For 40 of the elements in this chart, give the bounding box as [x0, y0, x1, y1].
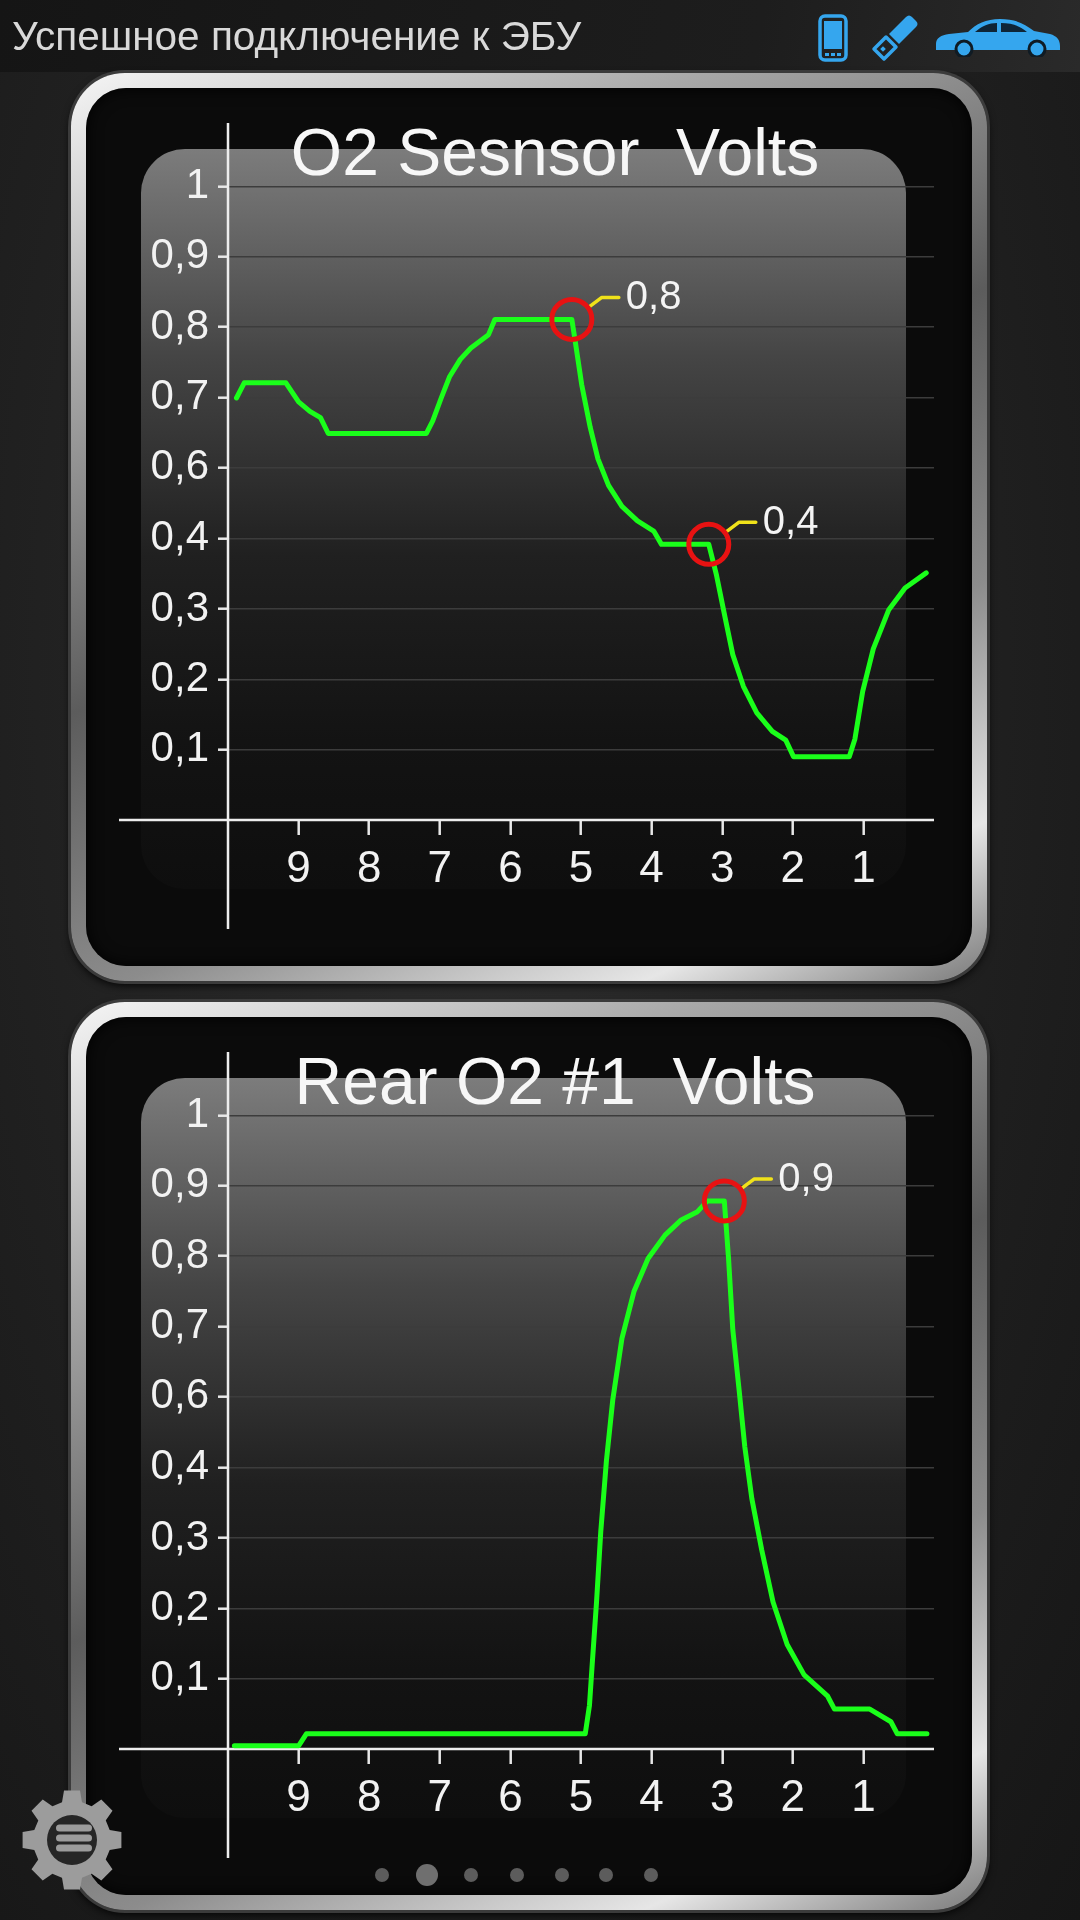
x-tick-label: 9 — [286, 1770, 311, 1820]
y-tick-label: 0,2 — [150, 1581, 209, 1629]
x-tick-label: 9 — [286, 841, 311, 891]
y-tick-label: 0,1 — [150, 723, 209, 771]
y-tick-label: 0,9 — [150, 230, 209, 278]
y-tick-label: 1 — [185, 159, 209, 207]
x-tick-label: 6 — [498, 1770, 523, 1820]
text: Успешное подключение к ЭБУ — [12, 12, 582, 59]
y-tick-label: 0,8 — [150, 300, 209, 348]
y-tick-label: 1 — [185, 1088, 209, 1136]
x-tick-label: 4 — [639, 841, 664, 891]
y-tick-label: 0,7 — [150, 370, 209, 418]
y-tick-label: 0,3 — [150, 1511, 209, 1559]
x-tick-label: 4 — [639, 1770, 664, 1820]
y-tick-label: 0,4 — [150, 512, 209, 560]
x-tick-label: 8 — [356, 841, 382, 891]
x-tick-label: 5 — [568, 841, 594, 891]
x-tick-label: 5 — [568, 1770, 594, 1820]
x-tick-label: 1 — [851, 1770, 876, 1820]
y-tick-label: 0,6 — [150, 1370, 209, 1418]
y-tick-label: 0,4 — [150, 1441, 209, 1489]
annotation: 0,4 — [762, 498, 819, 543]
x-tick-label: 3 — [709, 841, 735, 891]
x-tick-label: 2 — [780, 841, 806, 891]
x-tick-label: 7 — [427, 1770, 453, 1820]
y-tick-label: 0,3 — [150, 582, 209, 630]
x-tick-label: 1 — [851, 841, 876, 891]
y-tick-label: 0,8 — [150, 1229, 209, 1277]
y-tick-label: 0,1 — [150, 1652, 209, 1700]
y-tick-label: 0,7 — [150, 1299, 209, 1347]
x-tick-label: 8 — [356, 1770, 382, 1820]
x-tick-label: 2 — [780, 1770, 806, 1820]
x-tick-label: 3 — [709, 1770, 735, 1820]
y-tick-label: 0,2 — [150, 652, 209, 700]
y-tick-label: 0,9 — [150, 1159, 209, 1207]
annotation: 0,8 — [625, 273, 682, 318]
y-tick-label: 0,6 — [150, 441, 209, 489]
x-tick-label: 6 — [498, 841, 523, 891]
annotation: 0,9 — [778, 1154, 834, 1199]
x-tick-label: 7 — [427, 841, 453, 891]
